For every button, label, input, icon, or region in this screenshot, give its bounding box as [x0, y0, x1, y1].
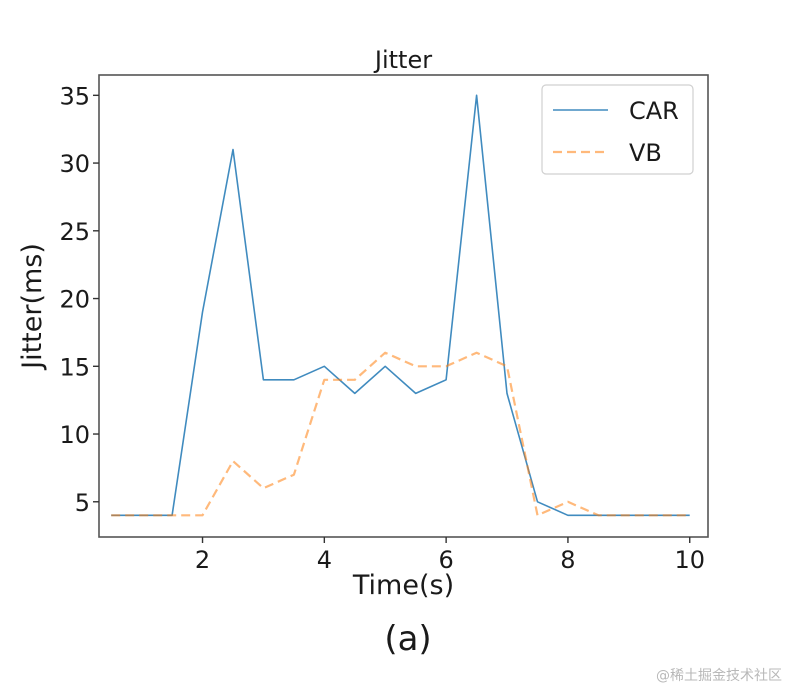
data-point-vb	[628, 514, 630, 516]
data-point-vb	[536, 514, 538, 516]
legend: CAR VB	[541, 84, 694, 175]
data-point-vb	[201, 514, 203, 516]
data-point-car	[414, 392, 416, 394]
y-tick-label: 5	[75, 489, 90, 517]
data-point-vb	[110, 514, 112, 516]
data-point-vb	[689, 514, 691, 516]
data-point-car	[475, 94, 477, 96]
y-tick-label: 30	[59, 150, 90, 178]
watermark: @稀土掘金技术社区	[656, 668, 782, 684]
data-point-car	[293, 379, 295, 381]
y-tick-label: 20	[59, 286, 90, 314]
data-point-vb	[475, 352, 477, 354]
series-layer	[110, 94, 691, 517]
data-point-car	[567, 514, 569, 516]
y-tick-label: 15	[59, 353, 90, 381]
data-point-vb	[658, 514, 660, 516]
data-point-vb	[293, 473, 295, 475]
data-point-vb	[323, 379, 325, 381]
data-point-car	[201, 311, 203, 313]
data-point-vb	[262, 487, 264, 489]
figure-caption: (a)	[384, 619, 431, 659]
data-point-vb	[597, 514, 599, 516]
data-point-vb	[414, 365, 416, 367]
chart-title: Jitter	[373, 46, 432, 74]
data-point-car	[232, 148, 234, 150]
data-point-car	[323, 365, 325, 367]
legend-label-vb: VB	[629, 139, 662, 167]
x-tick-label: 8	[560, 546, 575, 574]
data-point-vb	[140, 514, 142, 516]
x-axis: 2 4 6 8 10	[195, 537, 705, 574]
plot-frame	[98, 74, 709, 538]
data-point-vb	[171, 514, 173, 516]
y-axis-label: Jitter(ms)	[17, 243, 48, 371]
x-tick-label: 2	[195, 546, 210, 574]
data-point-car	[354, 392, 356, 394]
y-axis: 5 10 15 20 25 30 35	[59, 82, 99, 517]
plot-area	[98, 74, 709, 538]
data-point-car	[506, 392, 508, 394]
x-axis-label: Time(s)	[352, 570, 454, 601]
data-point-car	[445, 379, 447, 381]
y-tick-label: 35	[59, 82, 90, 110]
data-point-car	[262, 379, 264, 381]
y-tick-label: 10	[59, 421, 90, 449]
y-tick-label: 25	[59, 218, 90, 246]
legend-label-car: CAR	[629, 97, 679, 125]
data-point-vb	[232, 460, 234, 462]
data-point-vb	[354, 379, 356, 381]
data-point-vb	[445, 365, 447, 367]
data-point-vb	[567, 501, 569, 503]
legend-box	[541, 84, 694, 175]
data-point-car	[384, 365, 386, 367]
x-tick-label: 6	[438, 546, 453, 574]
x-tick-label: 10	[674, 546, 705, 574]
x-tick-label: 4	[317, 546, 332, 574]
data-point-vb	[506, 365, 508, 367]
data-point-car	[536, 501, 538, 503]
series-line-vb	[111, 351, 690, 517]
data-point-vb	[384, 352, 386, 354]
series-line-car	[111, 94, 690, 517]
